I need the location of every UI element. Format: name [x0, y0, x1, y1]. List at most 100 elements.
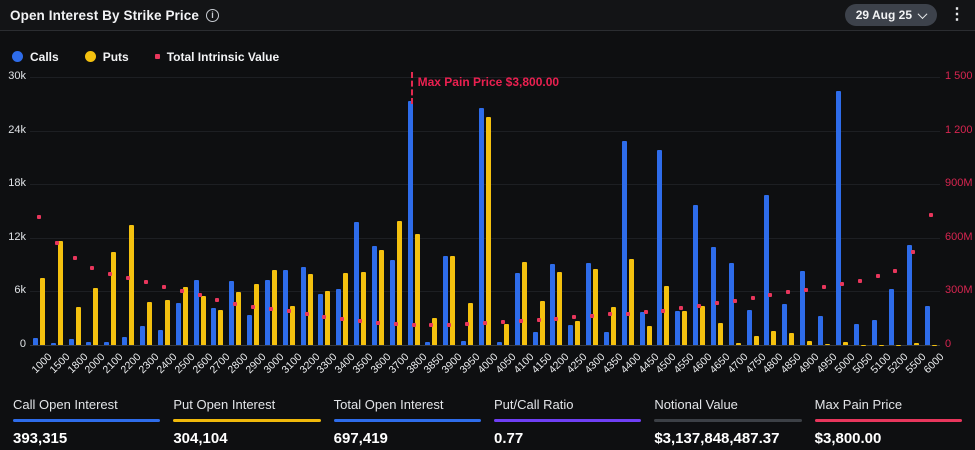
- intrinsic-value-dot: [179, 288, 184, 293]
- stat-underline: [654, 419, 802, 422]
- left-axis-tick-label: 30k: [8, 70, 26, 82]
- right-axis-tick-label: 600M: [945, 230, 973, 243]
- intrinsic-value-dot: [251, 304, 256, 309]
- put-bar: [182, 286, 188, 345]
- put-bar: [664, 286, 670, 345]
- call-bar: [32, 337, 38, 345]
- left-axis-tick-label: 12k: [8, 230, 26, 243]
- put-bar: [593, 269, 599, 345]
- stat-max-pain-price: Max Pain Price $3,800.00: [814, 397, 962, 447]
- put-bar: [450, 255, 456, 345]
- put-bar: [753, 336, 759, 345]
- put-bar: [468, 303, 474, 345]
- call-bar: [925, 305, 931, 345]
- call-bar: [782, 303, 788, 345]
- call-bar: [461, 340, 467, 345]
- put-bar: [735, 343, 741, 345]
- kebab-menu-icon[interactable]: ⋮: [949, 6, 965, 23]
- intrinsic-value-dot: [786, 289, 791, 294]
- intrinsic-value-dot: [893, 268, 898, 273]
- put-bar: [57, 241, 63, 345]
- open-interest-chart: 30k 1 500 24k 1 200 18k 900M 12k 600M 6k 300M 0 0 10…: [0, 69, 975, 387]
- put-bar: [825, 344, 831, 345]
- intrinsic-value-dot: [304, 311, 309, 316]
- intrinsic-value-dot: [625, 312, 630, 317]
- stat-value: $3,800.00: [814, 429, 882, 447]
- call-bar: [86, 342, 92, 345]
- put-bar: [717, 322, 723, 345]
- put-bar: [289, 305, 295, 345]
- stat-value: 0.77: [493, 429, 524, 447]
- call-bar: [407, 101, 413, 345]
- put-bar: [628, 259, 634, 345]
- put-bar: [700, 305, 706, 345]
- stat-call-open-interest: Call Open Interest 393,315: [13, 397, 161, 447]
- call-bar: [835, 91, 841, 345]
- legend-item-puts[interactable]: Puts: [84, 50, 129, 64]
- put-bar: [682, 311, 688, 345]
- stat-label: Total Open Interest: [333, 397, 444, 412]
- intrinsic-value-dot: [697, 303, 702, 308]
- intrinsic-value-dot: [126, 275, 131, 280]
- put-bar: [129, 225, 135, 345]
- intrinsic-value-dot: [90, 265, 95, 270]
- intrinsic-value-dot: [465, 322, 470, 327]
- intrinsic-value-dot: [72, 255, 77, 260]
- calls-dot-icon: [12, 51, 23, 62]
- intrinsic-value-dot: [322, 314, 327, 319]
- legend-item-intrinsic[interactable]: Total Intrinsic Value: [154, 50, 279, 64]
- max-pain-annotation: Max Pain Price $3,800.00: [417, 75, 560, 89]
- call-bar: [728, 262, 734, 345]
- date-selector-label: 29 Aug 25: [855, 8, 912, 22]
- put-bar: [486, 117, 491, 345]
- stat-underline: [814, 419, 962, 422]
- legend-item-calls[interactable]: Calls: [12, 50, 59, 64]
- intrinsic-value-dot: [340, 316, 345, 321]
- call-bar: [229, 280, 235, 345]
- date-selector-dropdown[interactable]: 29 Aug 25: [844, 4, 937, 26]
- put-bar: [254, 284, 260, 345]
- intrinsic-value-dot: [536, 317, 541, 322]
- put-bar: [75, 306, 81, 345]
- left-axis-tick-label: 6k: [14, 284, 26, 297]
- call-bar: [68, 338, 74, 345]
- call-bar: [247, 314, 253, 345]
- call-bar: [746, 310, 752, 345]
- call-bar: [710, 246, 716, 345]
- call-bar: [496, 342, 502, 345]
- stat-put-call-ratio: Put/Call Ratio 0.77: [493, 397, 642, 447]
- gridline: [30, 237, 940, 239]
- put-bar: [503, 324, 509, 345]
- right-axis-tick-label: 0: [945, 338, 952, 350]
- gridline: [30, 77, 940, 78]
- stat-underline: [173, 419, 321, 422]
- put-bar: [378, 250, 384, 345]
- x-axis-tick-label: 6000: [921, 351, 947, 377]
- put-bar: [200, 295, 206, 345]
- stat-label: Put Open Interest: [173, 397, 276, 412]
- put-bar: [164, 300, 170, 345]
- call-bar: [211, 308, 217, 345]
- intrinsic-value-dot: [911, 249, 916, 254]
- put-bar: [271, 269, 277, 345]
- call-bar: [443, 255, 449, 345]
- call-bar: [157, 329, 163, 345]
- put-bar: [93, 287, 99, 345]
- intrinsic-value-dot: [839, 281, 844, 286]
- puts-dot-icon: [84, 51, 96, 62]
- call-bar: [818, 315, 824, 345]
- intrinsic-value-dot: [233, 301, 238, 306]
- right-axis-tick-label: 1 200: [945, 123, 973, 136]
- intrinsic-value-dot: [857, 278, 862, 283]
- intrinsic-value-dot: [447, 322, 452, 327]
- info-icon[interactable]: i: [205, 8, 219, 22]
- call-bar: [532, 332, 538, 345]
- max-pain-dashed-line: [410, 72, 413, 104]
- call-bar: [371, 245, 377, 345]
- intrinsic-value-dot: [661, 308, 666, 313]
- intrinsic-value-dot: [804, 287, 809, 292]
- call-bar: [104, 342, 110, 345]
- call-bar: [889, 288, 895, 345]
- put-bar: [343, 272, 349, 345]
- call-bar: [800, 270, 806, 345]
